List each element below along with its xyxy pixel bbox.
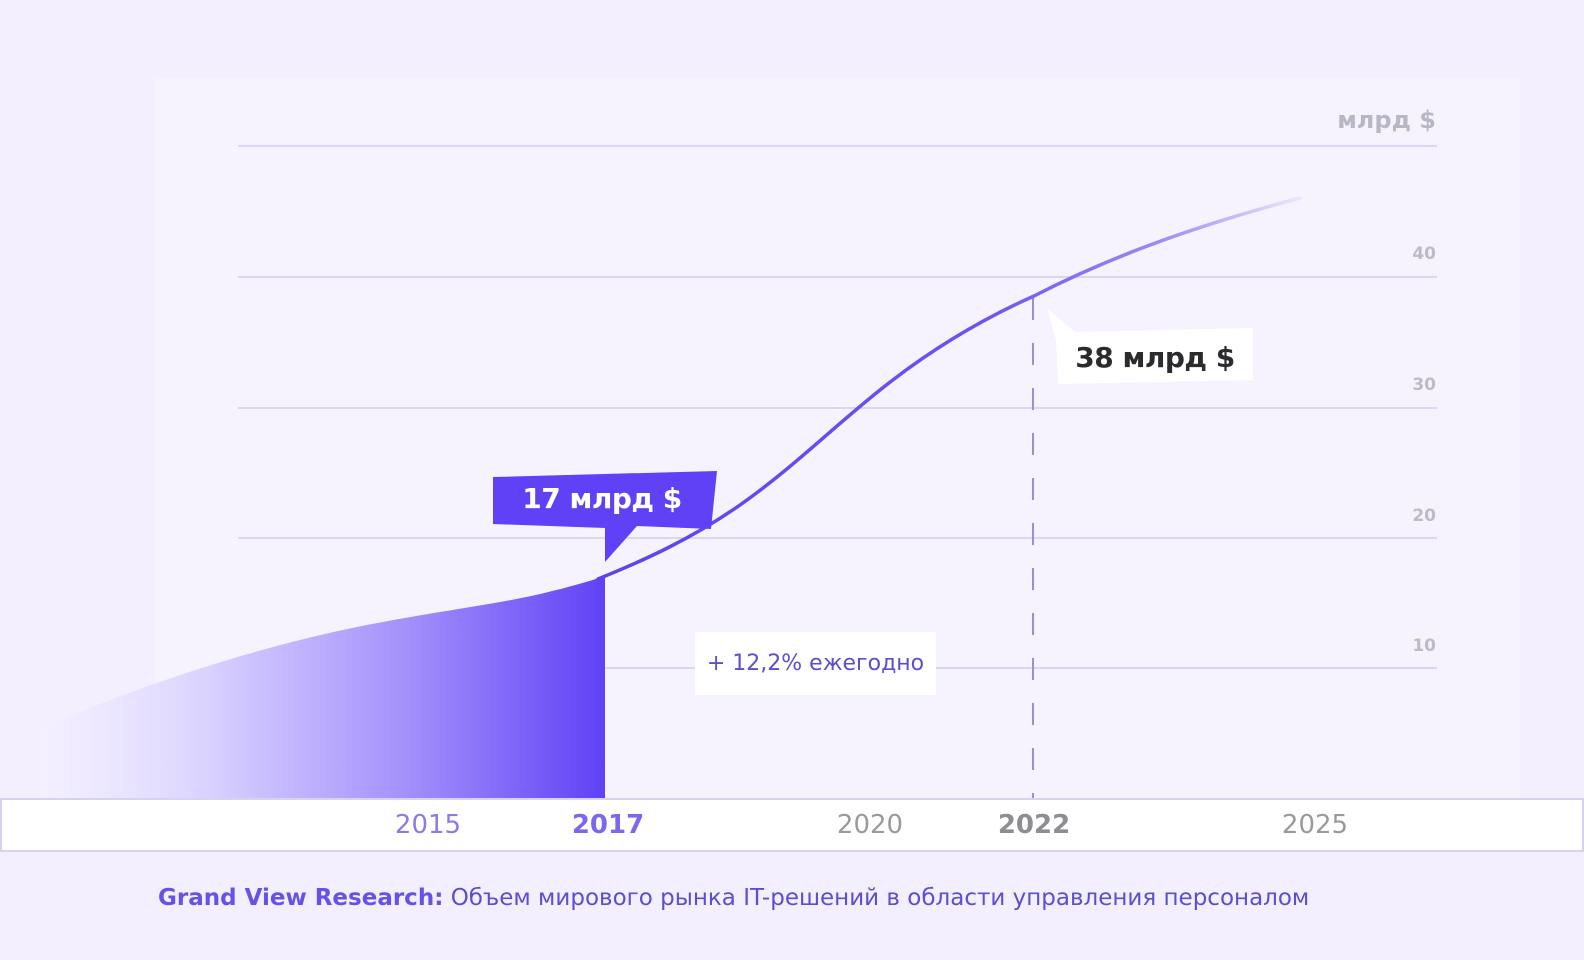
x-tick-2025: 2025 [1281, 810, 1349, 840]
y-tick-20: 20 [1412, 506, 1436, 526]
x-tick-2022: 2022 [997, 810, 1071, 840]
x-tick-2020: 2020 [836, 810, 904, 840]
chart-caption: Grand View Research: Объем мирового рынк… [158, 885, 1309, 911]
grid-lines [238, 145, 1437, 669]
y-axis-unit: млрд $ [1337, 106, 1436, 134]
callout-2022-shape [1047, 308, 1253, 384]
callout-2017-value: 17 млрд $ [522, 482, 682, 515]
caption-source: Grand View Research: [158, 885, 444, 911]
y-tick-30: 30 [1412, 375, 1436, 395]
caption-text: Объем мирового рынка IT-решений в област… [443, 885, 1310, 911]
y-tick-40: 40 [1412, 244, 1436, 264]
y-tick-10: 10 [1412, 636, 1436, 656]
callout-2017-shape [493, 471, 717, 562]
callout-2022-value: 38 млрд $ [1075, 341, 1235, 374]
x-tick-2017: 2017 [571, 810, 645, 840]
area-fill [40, 576, 605, 798]
growth-rate-badge: + 12,2% ежегодно [695, 632, 936, 695]
x-axis-band: 2015 2017 2020 2022 2025 [0, 798, 1584, 852]
x-tick-2015: 2015 [394, 810, 462, 840]
